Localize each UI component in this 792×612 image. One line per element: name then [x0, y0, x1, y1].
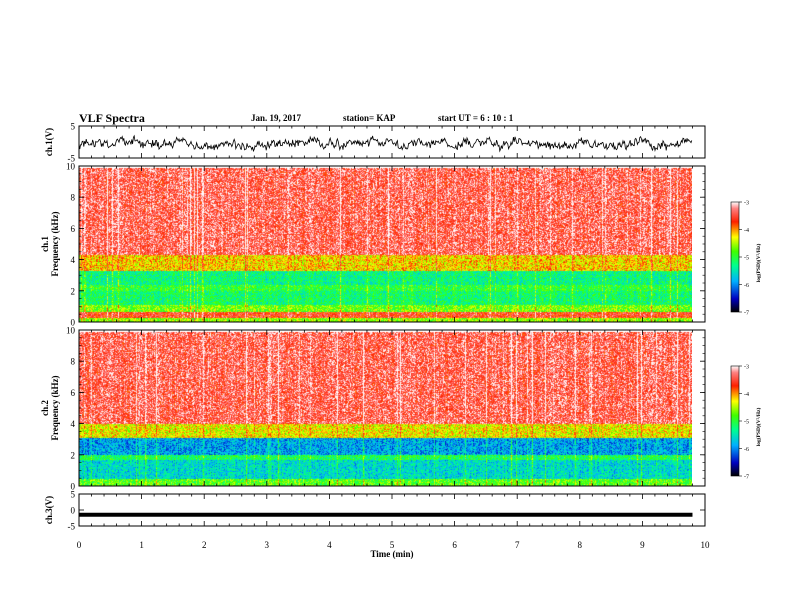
- station-label: station= KAP: [343, 113, 396, 123]
- colorbar-label: log(PSD)(V²/Hz): [755, 408, 762, 447]
- data-layer: [78, 134, 693, 517]
- colorbar-tick-label: -3: [744, 201, 749, 207]
- x-tick-label: 5: [390, 540, 395, 550]
- y-tick-label: 5: [71, 490, 76, 500]
- colorbar-label: log(PSD)(V²/Hz): [755, 244, 762, 283]
- spectrogram-image-ch1-spectrogram: [79, 166, 692, 322]
- x-axis-label: Time (min): [370, 549, 413, 559]
- x-tick-label: 9: [640, 540, 645, 550]
- colorbar-tick-label: -5: [744, 256, 749, 262]
- colorbar-tick-label: -6: [744, 447, 749, 453]
- x-tick-label: 3: [265, 540, 270, 550]
- date-label: Jan. 19, 2017: [251, 113, 302, 123]
- y-tick-label: 2: [71, 450, 76, 460]
- colorbar-tick-label: -6: [744, 283, 749, 289]
- y-tick-label: 10: [66, 162, 76, 172]
- y-tick-label: -5: [68, 522, 76, 532]
- y-axis-label-line2-ch2-spectrogram: Frequency (kHz): [50, 375, 60, 440]
- y-tick-label: 6: [71, 388, 76, 398]
- colorbar-tick-label: -7: [744, 475, 749, 481]
- y-tick-label: 0: [71, 318, 76, 328]
- y-axis-label-ch1-waveform: ch.1(V): [44, 128, 54, 156]
- chart-title: VLF Spectra: [79, 111, 145, 125]
- y-axis-label-line2-ch1-spectrogram: Frequency (kHz): [50, 211, 60, 276]
- y-tick-label: 4: [71, 419, 76, 429]
- x-tick-label: 6: [452, 540, 457, 550]
- colorbar-tick-label: -4: [744, 392, 749, 398]
- y-axis-label-ch3-waveform: ch.3(V): [44, 496, 54, 524]
- y-tick-label: 2: [71, 286, 76, 296]
- y-tick-label: 0: [71, 482, 76, 492]
- y-tick-label: 8: [71, 357, 76, 367]
- x-tick-label: 10: [701, 540, 711, 550]
- ch1-waveform-line: [78, 134, 693, 153]
- y-tick-label: 4: [71, 255, 76, 265]
- x-tick-label: 0: [77, 540, 82, 550]
- colorbar-tick-label: -7: [744, 311, 749, 317]
- colorbar-ch1-spectrogram: [730, 201, 740, 313]
- y-tick-label: 0: [71, 506, 76, 516]
- colorbar-tick-label: -5: [744, 420, 749, 426]
- colorbar-tick-label: -3: [744, 365, 749, 371]
- y-tick-label: -5: [68, 154, 76, 164]
- y-tick-label: 8: [71, 193, 76, 203]
- y-tick-label: 10: [66, 326, 76, 336]
- start-time-label: start UT = 6 : 10 : 1: [438, 113, 514, 123]
- y-tick-label: 6: [71, 224, 76, 234]
- x-tick-label: 1: [139, 540, 144, 550]
- colorbar-ch2-spectrogram: [730, 365, 740, 477]
- colorbar-tick-label: -4: [744, 228, 749, 234]
- y-axis-label-line1-ch2-spectrogram: ch.2: [40, 400, 50, 416]
- y-axis-label-line1-ch1-spectrogram: ch.1: [40, 236, 50, 252]
- x-tick-label: 8: [578, 540, 583, 550]
- x-tick-label: 7: [515, 540, 520, 550]
- x-tick-label: 4: [327, 540, 332, 550]
- spectrogram-image-ch2-spectrogram: [79, 330, 692, 486]
- y-tick-label: 5: [71, 122, 76, 132]
- x-tick-label: 2: [202, 540, 207, 550]
